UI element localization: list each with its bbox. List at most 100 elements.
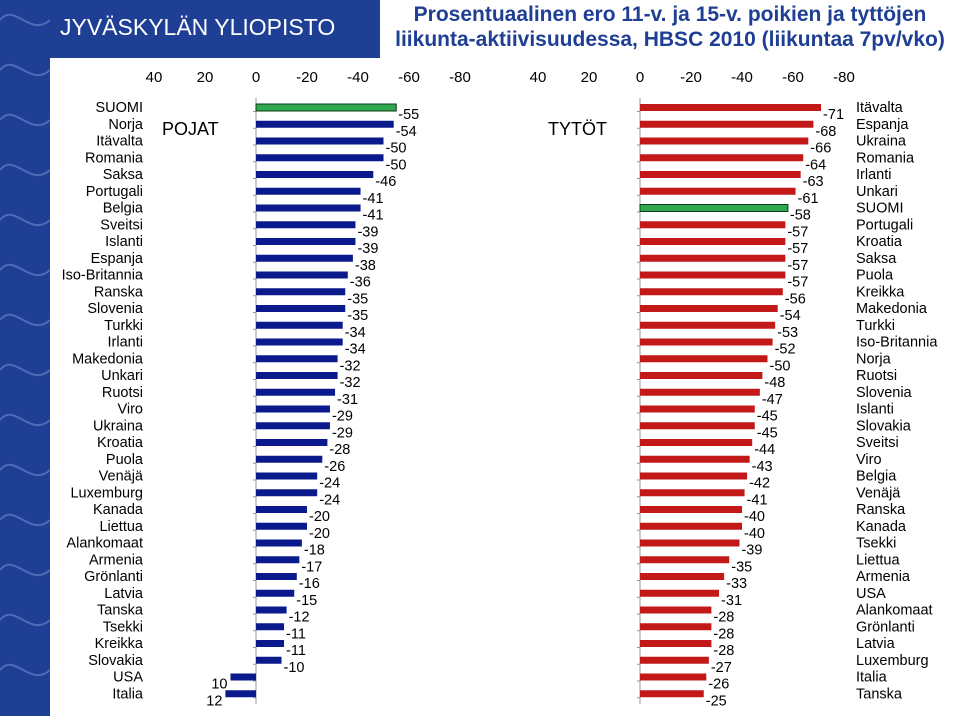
bar	[230, 673, 256, 681]
value-label: 10	[211, 677, 227, 693]
category-label: Ranska	[94, 284, 144, 300]
value-label: -18	[304, 543, 325, 559]
bar	[256, 606, 287, 614]
value-label: -36	[350, 275, 371, 291]
value-label: -39	[741, 543, 762, 559]
value-label: -34	[345, 325, 366, 341]
category-label: Sveitsi	[856, 435, 899, 451]
bar	[256, 171, 374, 178]
value-label: -26	[324, 459, 345, 475]
bar	[256, 388, 336, 396]
category-label: Tsekki	[856, 536, 896, 552]
category-label: Ukraina	[93, 418, 144, 434]
category-label: Makedonia	[72, 351, 144, 367]
bar	[256, 556, 300, 564]
category-label: Kroatia	[856, 234, 903, 250]
value-label: -50	[386, 141, 407, 157]
category-label: Kanada	[93, 502, 144, 518]
bar	[640, 522, 742, 530]
bar	[225, 690, 256, 698]
bar	[256, 338, 343, 346]
bar	[640, 137, 809, 145]
chart-area: 40 20 0 -20 -40 -60 -80 POJAT SUOMI -55 Norja -54 It…	[50, 58, 960, 716]
bar	[256, 288, 346, 296]
value-label: -41	[747, 492, 768, 508]
bar	[640, 321, 776, 329]
bar	[256, 455, 323, 463]
bar	[640, 372, 763, 379]
value-label: 12	[206, 693, 222, 709]
value-label: -29	[332, 425, 353, 441]
category-label: Italia	[856, 670, 888, 686]
bar	[640, 589, 720, 597]
category-label: Sveitsi	[100, 217, 143, 233]
bar	[640, 254, 786, 262]
value-label: -33	[726, 576, 747, 592]
category-label: Puola	[106, 452, 144, 468]
bar	[640, 640, 712, 647]
x-tick-label: -20	[680, 69, 702, 86]
value-label: -31	[337, 392, 358, 408]
bar	[256, 187, 361, 195]
value-label: -57	[787, 224, 808, 240]
value-label: -52	[775, 342, 796, 358]
value-label: -11	[286, 626, 306, 642]
category-label: Saksa	[103, 167, 144, 183]
bar	[640, 472, 748, 480]
value-label: -28	[713, 610, 734, 626]
x-tick-label: -80	[833, 69, 855, 86]
bar	[256, 355, 338, 363]
value-label: -29	[332, 409, 353, 425]
category-label: Slovenia	[87, 301, 144, 317]
bar	[640, 439, 753, 446]
value-label: -68	[815, 124, 836, 140]
x-tick-label: -40	[347, 69, 369, 86]
category-label: Tanska	[856, 686, 903, 702]
bar	[256, 238, 356, 245]
bar	[640, 539, 740, 547]
value-label: -24	[319, 476, 340, 492]
value-label: -57	[787, 258, 808, 274]
value-label: -35	[731, 559, 752, 575]
title-line-2: liikunta-aktiivisuudessa, HBSC 2010 (lii…	[395, 28, 945, 51]
category-label: Islanti	[105, 234, 143, 250]
category-label: Romania	[85, 150, 144, 166]
x-tick-label: 0	[252, 69, 260, 86]
x-tick-label: 0	[636, 69, 644, 86]
value-label: -50	[386, 157, 407, 173]
category-label: Liettua	[856, 552, 900, 568]
value-label: -42	[749, 476, 770, 492]
category-label: Armenia	[856, 569, 911, 585]
value-label: -28	[329, 442, 350, 458]
group-label: POJAT	[162, 119, 219, 139]
category-label: Luxemburg	[70, 485, 143, 501]
bar	[640, 338, 773, 346]
value-label: -35	[347, 291, 368, 307]
category-label: Viro	[117, 402, 143, 418]
value-label: -47	[762, 392, 783, 408]
category-label: Grönlanti	[856, 619, 915, 635]
bar	[256, 623, 285, 631]
bar	[256, 506, 307, 513]
category-label: Luxemburg	[856, 653, 929, 669]
bar	[256, 522, 307, 530]
value-label: -24	[319, 492, 340, 508]
value-label: -31	[721, 593, 742, 609]
bar	[256, 271, 348, 279]
category-label: Italia	[112, 686, 144, 702]
category-label: Belgia	[103, 201, 144, 217]
value-label: -50	[770, 358, 791, 374]
value-label: -11	[286, 643, 306, 659]
chart-svg: 40 20 0 -20 -40 -60 -80 POJAT SUOMI -55 Norja -54 It…	[62, 69, 939, 709]
value-label: -32	[340, 358, 361, 374]
bar	[640, 489, 745, 497]
bar	[256, 305, 346, 312]
bar	[255, 103, 397, 112]
bar	[256, 573, 297, 580]
category-label: Itävalta	[856, 100, 904, 116]
bar	[256, 489, 318, 497]
x-tick-label: -80	[449, 69, 471, 86]
category-label: Turkki	[856, 318, 895, 334]
bar	[640, 405, 755, 413]
value-label: -56	[785, 291, 806, 307]
